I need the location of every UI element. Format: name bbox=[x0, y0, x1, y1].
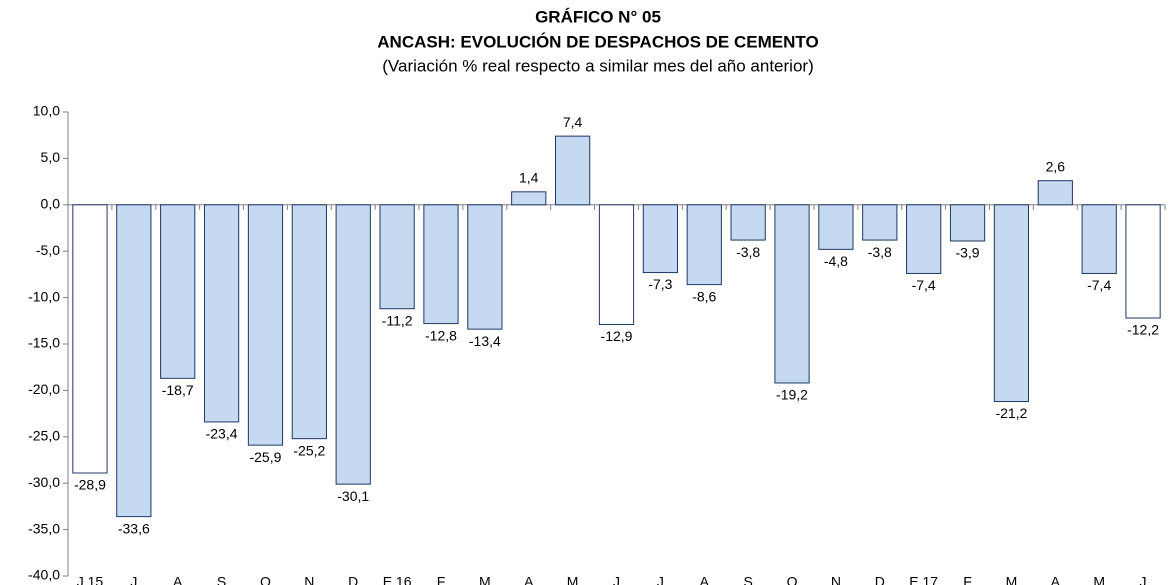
y-tick-label: -5,0 bbox=[36, 242, 60, 258]
value-label: -21,2 bbox=[995, 405, 1027, 421]
bar bbox=[72, 204, 108, 474]
y-tick-label: -20,0 bbox=[28, 381, 60, 397]
y-tick-label: -25,0 bbox=[28, 428, 60, 444]
bar bbox=[379, 204, 415, 310]
bar bbox=[993, 204, 1030, 403]
bar bbox=[423, 204, 459, 325]
value-label: -25,2 bbox=[293, 442, 325, 458]
bar bbox=[116, 204, 152, 518]
bar bbox=[335, 204, 371, 485]
bar bbox=[1037, 180, 1073, 206]
value-label: -25,9 bbox=[249, 449, 281, 465]
value-label: -11,2 bbox=[382, 312, 413, 328]
value-label: -12,2 bbox=[1127, 322, 1159, 338]
value-label: -18,7 bbox=[162, 382, 194, 398]
x-tick-label: M bbox=[567, 573, 579, 585]
x-tick-label: A bbox=[700, 573, 710, 585]
x-tick-label: J bbox=[657, 573, 664, 585]
chart-subtitle: (Variación % real respecto a similar mes… bbox=[382, 56, 813, 75]
bar bbox=[906, 204, 942, 274]
value-label: -8,6 bbox=[692, 288, 716, 304]
x-tick-label: N bbox=[304, 573, 314, 585]
value-label: -3,8 bbox=[736, 244, 760, 260]
x-tick-label: D bbox=[875, 573, 885, 585]
y-tick-label: 0,0 bbox=[41, 196, 61, 212]
value-label: 2,6 bbox=[1046, 158, 1066, 174]
bar bbox=[730, 204, 766, 241]
value-label: -12,9 bbox=[601, 328, 633, 344]
bar bbox=[247, 204, 284, 446]
value-label: -12,8 bbox=[425, 327, 457, 343]
value-label: -3,9 bbox=[955, 245, 979, 261]
bar bbox=[160, 204, 196, 379]
y-tick-label: -30,0 bbox=[28, 474, 60, 490]
bar bbox=[1125, 204, 1161, 319]
bar bbox=[818, 204, 854, 250]
bar bbox=[686, 204, 722, 286]
x-tick-label: D bbox=[348, 573, 358, 585]
x-tick-label: M bbox=[1006, 573, 1018, 585]
x-tick-label: A bbox=[173, 573, 183, 585]
bar bbox=[774, 204, 810, 384]
chart-title: GRÁFICO N° 05 bbox=[535, 7, 661, 26]
x-tick-label: O bbox=[787, 573, 798, 585]
value-label: -28,9 bbox=[74, 477, 106, 493]
x-tick-label: F bbox=[437, 573, 446, 585]
bar bbox=[467, 204, 503, 330]
bar bbox=[291, 204, 327, 440]
y-tick-label: 10,0 bbox=[33, 103, 60, 119]
value-label: -33,6 bbox=[118, 520, 150, 536]
x-tick-label: A bbox=[1051, 573, 1061, 585]
y-tick-label: -10,0 bbox=[28, 288, 60, 304]
value-label: -4,8 bbox=[824, 253, 848, 269]
x-tick-label: M bbox=[479, 573, 491, 585]
x-tick-label: J bbox=[130, 573, 137, 585]
bar bbox=[598, 204, 635, 326]
y-tick-label: 5,0 bbox=[41, 149, 61, 165]
x-tick-label: A bbox=[524, 573, 534, 585]
value-label: -30,1 bbox=[337, 488, 369, 504]
bar bbox=[1081, 204, 1117, 274]
value-label: -19,2 bbox=[776, 387, 808, 403]
bar bbox=[555, 135, 591, 206]
x-tick-label: J.15 bbox=[77, 573, 104, 585]
y-tick-label: -35,0 bbox=[28, 520, 60, 536]
x-tick-label: J bbox=[613, 573, 620, 585]
value-label: -7,4 bbox=[912, 277, 936, 293]
bar bbox=[949, 204, 986, 242]
x-tick-label: E.16 bbox=[383, 573, 412, 585]
bar bbox=[511, 191, 547, 206]
bar bbox=[862, 204, 898, 241]
x-tick-label: S bbox=[217, 573, 226, 585]
value-label: -23,4 bbox=[206, 426, 238, 442]
x-tick-label: J bbox=[1140, 573, 1147, 585]
bar bbox=[203, 204, 240, 423]
value-label: -13,4 bbox=[469, 333, 501, 349]
x-tick-label: O bbox=[260, 573, 271, 585]
value-label: -3,8 bbox=[868, 244, 892, 260]
x-tick-label: S bbox=[743, 573, 752, 585]
value-label: 1,4 bbox=[519, 170, 539, 186]
x-tick-label: M bbox=[1093, 573, 1105, 585]
value-label: -7,3 bbox=[648, 276, 672, 292]
value-label: -7,4 bbox=[1087, 277, 1111, 293]
value-label: 7,4 bbox=[563, 114, 583, 130]
chart-title: ANCASH: EVOLUCIÓN DE DESPACHOS DE CEMENT… bbox=[377, 32, 818, 51]
x-tick-label: N bbox=[831, 573, 841, 585]
x-tick-label: F bbox=[963, 573, 972, 585]
y-tick-label: -15,0 bbox=[28, 335, 60, 351]
bar bbox=[642, 204, 678, 274]
x-tick-label: E.17 bbox=[909, 573, 938, 585]
y-tick-label: -40,0 bbox=[28, 567, 60, 583]
